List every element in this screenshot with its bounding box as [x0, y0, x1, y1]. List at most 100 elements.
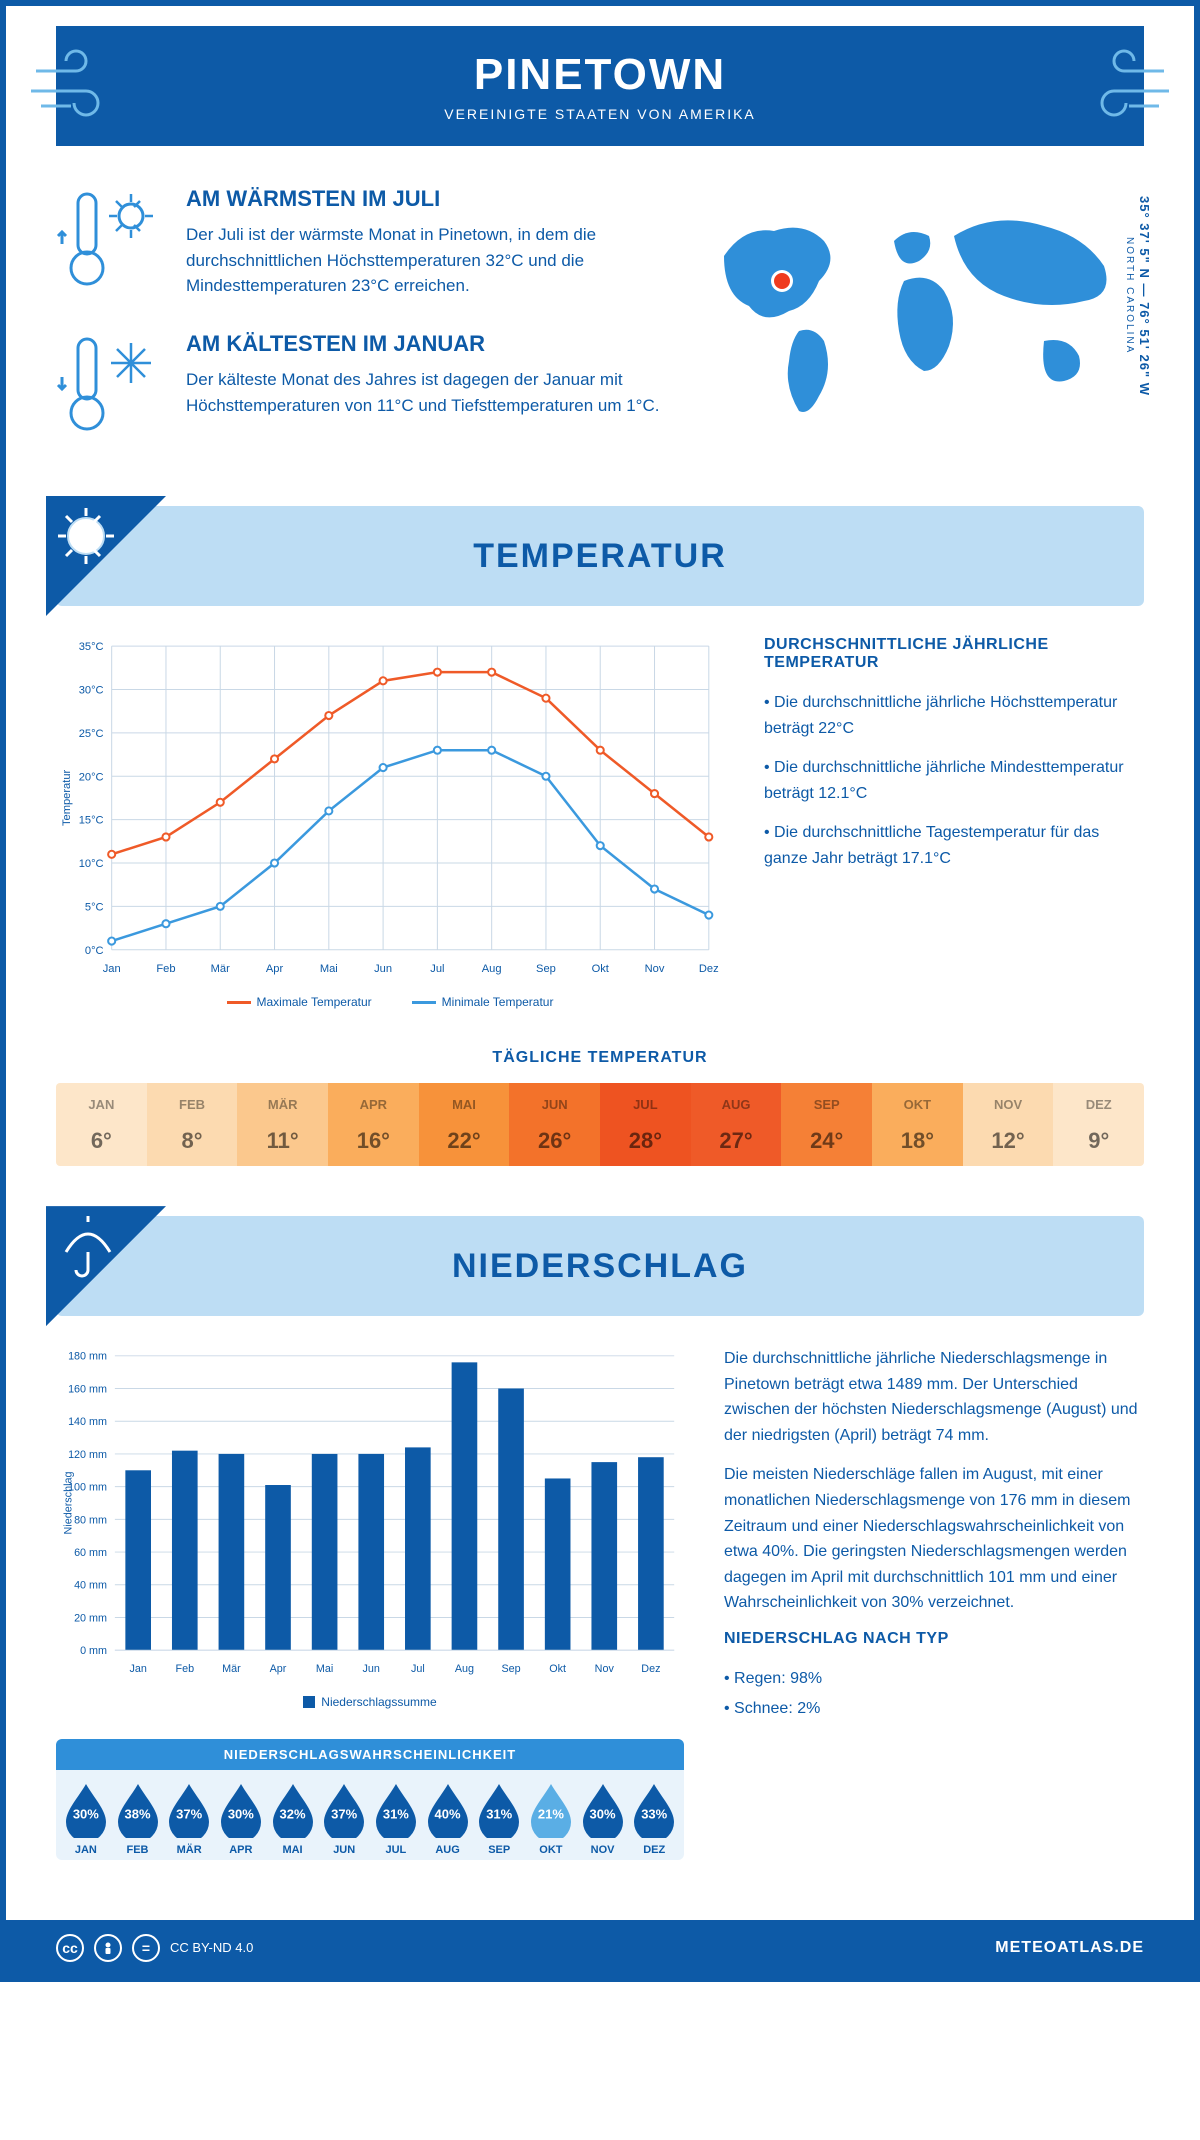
heat-cell: APR16°: [328, 1083, 419, 1166]
by-icon: [94, 1934, 122, 1962]
svg-text:180 mm: 180 mm: [68, 1351, 107, 1363]
svg-text:Jul: Jul: [411, 1663, 425, 1675]
svg-text:Jul: Jul: [430, 963, 444, 975]
section-precip-head: NIEDERSCHLAG: [56, 1216, 1144, 1316]
precip-legend: Niederschlagssumme: [56, 1695, 684, 1709]
svg-text:Dez: Dez: [699, 963, 719, 975]
coordinates: 35° 37' 5" N — 76° 51' 26" W NORTH CAROL…: [1122, 196, 1152, 396]
drop-cell: 30% APR: [215, 1782, 267, 1856]
svg-text:Feb: Feb: [176, 1663, 195, 1675]
cc-icon: cc: [56, 1934, 84, 1962]
heat-cell: JAN6°: [56, 1083, 147, 1166]
wind-icon: [26, 46, 126, 126]
svg-text:Jan: Jan: [103, 963, 121, 975]
svg-text:Okt: Okt: [592, 963, 610, 975]
heat-cell: AUG27°: [691, 1083, 782, 1166]
drop-cell: 37% MÄR: [163, 1782, 215, 1856]
heat-cell: DEZ9°: [1053, 1083, 1144, 1166]
heat-cell: MAI22°: [419, 1083, 510, 1166]
svg-text:35°C: 35°C: [79, 641, 104, 653]
page-title: PINETOWN: [76, 50, 1124, 100]
svg-text:Apr: Apr: [270, 1663, 287, 1675]
svg-text:60 mm: 60 mm: [74, 1547, 107, 1559]
thermometer-snow-icon: [56, 331, 166, 446]
section-title: NIEDERSCHLAG: [452, 1247, 748, 1286]
svg-text:0°C: 0°C: [85, 945, 104, 957]
coldest-block: AM KÄLTESTEN IM JANUAR Der kälteste Mona…: [56, 331, 674, 446]
daily-temperature: TÄGLICHE TEMPERATUR JAN6°FEB8°MÄR11°APR1…: [6, 1049, 1194, 1216]
svg-text:120 mm: 120 mm: [68, 1449, 107, 1461]
nd-icon: =: [132, 1934, 160, 1962]
svg-text:Nov: Nov: [645, 963, 665, 975]
precipitation-summary: Die durchschnittliche jährliche Niedersc…: [724, 1346, 1144, 1860]
page-subtitle: VEREINIGTE STAATEN VON AMERIKA: [76, 106, 1124, 122]
svg-text:40 mm: 40 mm: [74, 1580, 107, 1592]
drop-cell: 30% NOV: [577, 1782, 629, 1856]
svg-text:20°C: 20°C: [79, 771, 104, 783]
umbrella-icon: [46, 1206, 166, 1326]
drop-cell: 32% MAI: [267, 1782, 319, 1856]
drop-cell: 38% FEB: [112, 1782, 164, 1856]
svg-text:Temperatur: Temperatur: [61, 770, 73, 827]
site-name: METEOATLAS.DE: [995, 1939, 1144, 1957]
world-map: [704, 186, 1144, 426]
temperature-summary: DURCHSCHNITTLICHE JÄHRLICHE TEMPERATUR •…: [764, 636, 1144, 1009]
svg-text:30°C: 30°C: [79, 685, 104, 697]
svg-text:Sep: Sep: [501, 1663, 520, 1675]
svg-text:80 mm: 80 mm: [74, 1514, 107, 1526]
heat-cell: FEB8°: [147, 1083, 238, 1166]
warmest-block: AM WÄRMSTEN IM JULI Der Juli ist der wär…: [56, 186, 674, 301]
precipitation-chart: 0 mm20 mm40 mm60 mm80 mm100 mm120 mm140 …: [56, 1346, 684, 1860]
header: PINETOWN VEREINIGTE STAATEN VON AMERIKA: [56, 26, 1144, 146]
svg-text:20 mm: 20 mm: [74, 1613, 107, 1625]
drop-cell: 37% JUN: [318, 1782, 370, 1856]
svg-text:Jan: Jan: [129, 1663, 146, 1675]
thermometer-sun-icon: [56, 186, 166, 301]
intro-section: AM WÄRMSTEN IM JULI Der Juli ist der wär…: [6, 176, 1194, 506]
svg-text:10°C: 10°C: [79, 858, 104, 870]
section-title: TEMPERATUR: [473, 537, 727, 576]
coldest-title: AM KÄLTESTEN IM JANUAR: [186, 331, 674, 357]
coldest-text: Der kälteste Monat des Jahres ist dagege…: [186, 367, 674, 418]
wind-icon: [1074, 46, 1174, 126]
svg-text:Jun: Jun: [363, 1663, 380, 1675]
svg-text:Aug: Aug: [455, 1663, 474, 1675]
license: cc = CC BY-ND 4.0: [56, 1934, 253, 1962]
svg-text:25°C: 25°C: [79, 728, 104, 740]
heat-cell: JUN26°: [509, 1083, 600, 1166]
svg-text:Mai: Mai: [316, 1663, 333, 1675]
temp-legend: Maximale Temperatur Minimale Temperatur: [56, 995, 724, 1009]
svg-text:Nov: Nov: [595, 1663, 615, 1675]
warmest-text: Der Juli ist der wärmste Monat in Pineto…: [186, 222, 674, 299]
drop-cell: 33% DEZ: [628, 1782, 680, 1856]
temperature-chart: 0°C5°C10°C15°C20°C25°C30°C35°CJanFebMärA…: [56, 636, 724, 1009]
svg-text:0 mm: 0 mm: [80, 1645, 107, 1657]
svg-text:Mai: Mai: [320, 963, 338, 975]
svg-text:Mär: Mär: [222, 1663, 241, 1675]
precip-probability: NIEDERSCHLAGSWAHRSCHEINLICHKEIT 30% JAN …: [56, 1739, 684, 1860]
svg-text:Jun: Jun: [374, 963, 392, 975]
svg-text:Dez: Dez: [641, 1663, 660, 1675]
drop-cell: 40% AUG: [422, 1782, 474, 1856]
svg-text:140 mm: 140 mm: [68, 1416, 107, 1428]
svg-text:160 mm: 160 mm: [68, 1384, 107, 1396]
heat-cell: NOV12°: [963, 1083, 1054, 1166]
section-temperature-head: TEMPERATUR: [56, 506, 1144, 606]
drop-cell: 21% OKT: [525, 1782, 577, 1856]
drop-cell: 31% SEP: [473, 1782, 525, 1856]
svg-text:Feb: Feb: [156, 963, 175, 975]
drop-cell: 31% JUL: [370, 1782, 422, 1856]
warmest-title: AM WÄRMSTEN IM JULI: [186, 186, 674, 212]
svg-text:Okt: Okt: [549, 1663, 566, 1675]
svg-text:Aug: Aug: [482, 963, 502, 975]
sun-icon: [46, 496, 166, 616]
footer: cc = CC BY-ND 4.0 METEOATLAS.DE: [6, 1920, 1194, 1976]
heat-cell: JUL28°: [600, 1083, 691, 1166]
svg-text:Niederschlag: Niederschlag: [63, 1472, 75, 1535]
svg-text:Mär: Mär: [211, 963, 230, 975]
heat-cell: SEP24°: [781, 1083, 872, 1166]
heat-cell: OKT18°: [872, 1083, 963, 1166]
heat-cell: MÄR11°: [237, 1083, 328, 1166]
svg-text:Sep: Sep: [536, 963, 556, 975]
drop-cell: 30% JAN: [60, 1782, 112, 1856]
